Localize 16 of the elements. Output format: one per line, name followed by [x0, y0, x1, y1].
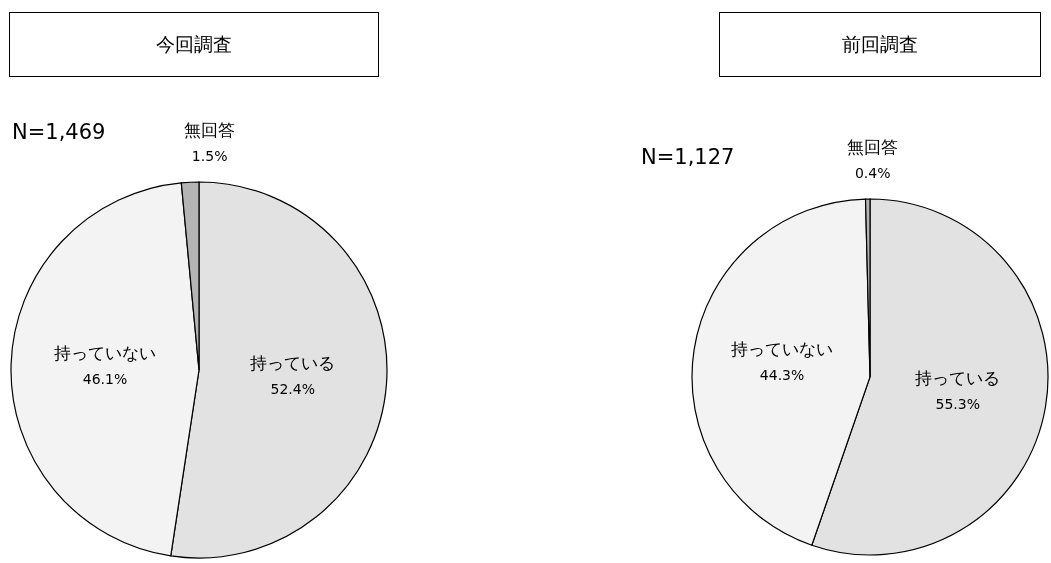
- slice-label: 持っていない: [731, 339, 834, 360]
- data-label: 0.4%: [854, 165, 891, 182]
- data-label: 44.3%: [759, 367, 805, 384]
- slice-label: 持っている: [250, 353, 336, 374]
- data-label: 55.3%: [935, 395, 981, 412]
- text: N=1,127: [641, 145, 735, 169]
- data-label: 52.4%: [270, 381, 315, 398]
- data-label: 46.1%: [82, 371, 128, 388]
- text: N=1,469: [12, 120, 106, 144]
- slice-label: 無回答: [847, 137, 899, 158]
- chart-title: 前回調査: [719, 12, 1041, 77]
- chart-title: 今回調査: [9, 12, 379, 77]
- slice-label: 持っている: [915, 367, 1001, 388]
- slice-label: 持っていない: [54, 343, 157, 364]
- data-label: 1.5%: [191, 148, 228, 165]
- slice-label: 無回答: [184, 120, 236, 141]
